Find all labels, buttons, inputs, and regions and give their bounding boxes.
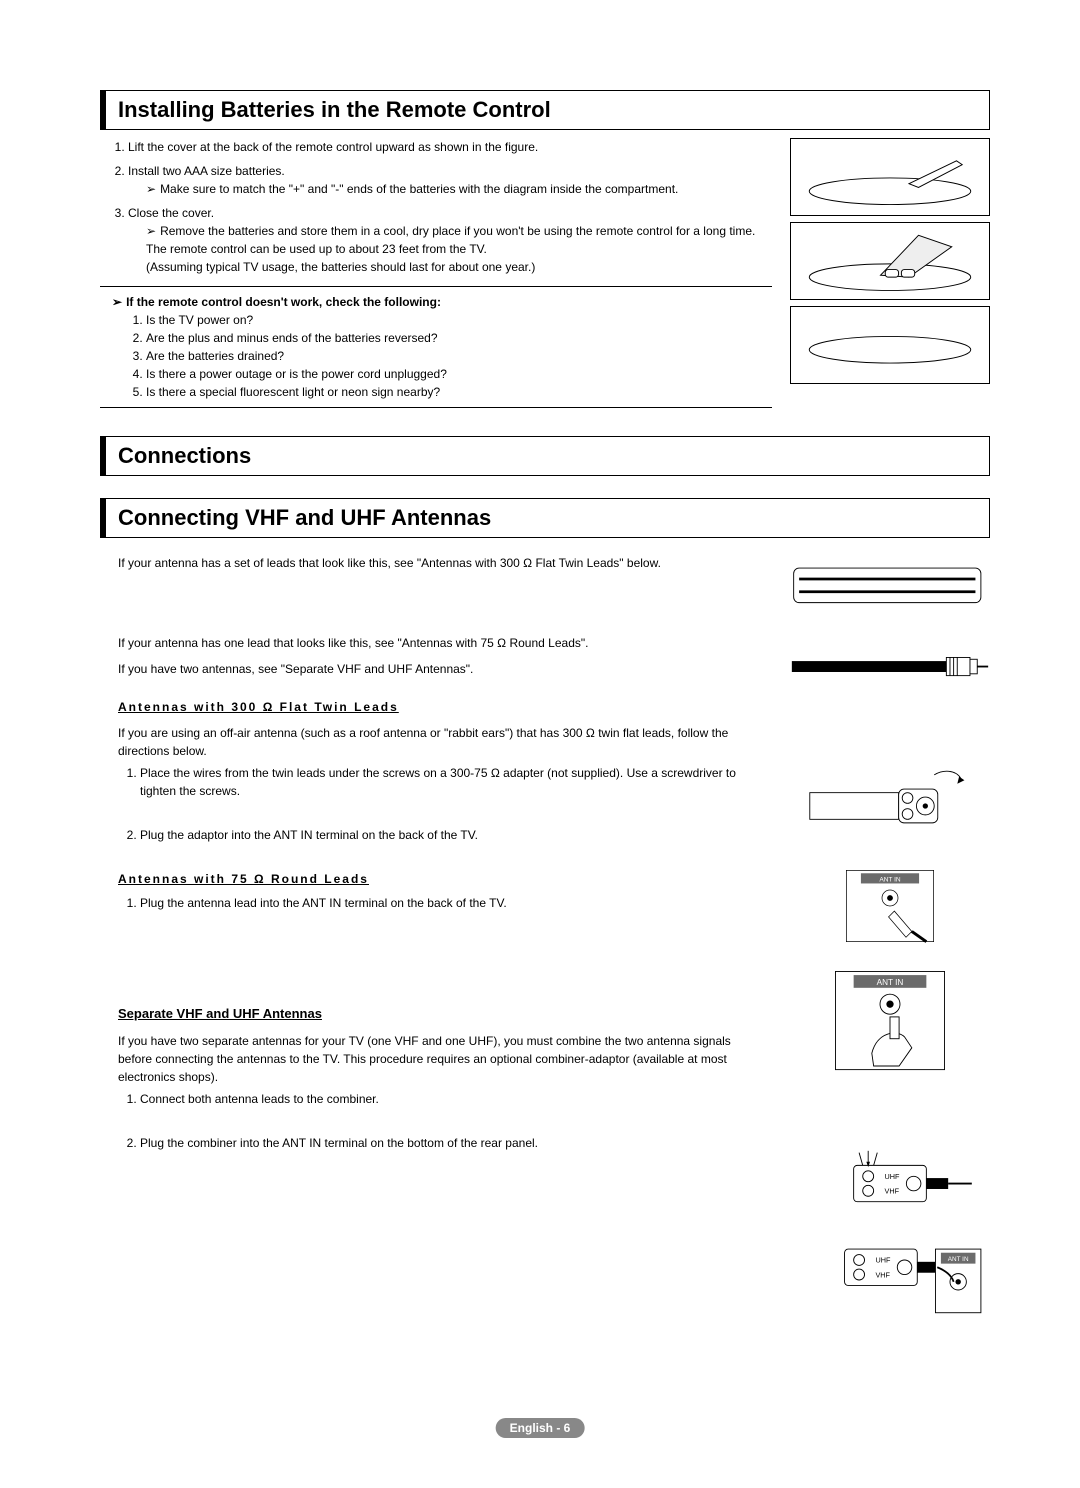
antenna-intro1: If your antenna has a set of leads that …: [118, 554, 752, 572]
fig-flat-lead: [790, 546, 990, 626]
subsep-step: Plug the combiner into the ANT IN termin…: [140, 1134, 752, 1152]
subhead-300: Antennas with 300 Ω Flat Twin Leads: [118, 698, 752, 716]
page-footer: English - 6: [496, 1418, 585, 1438]
step3-extra2: (Assuming typical TV usage, the batterie…: [128, 258, 772, 276]
ant-in-label: ANT IN: [879, 876, 901, 883]
step3: Close the cover.: [128, 206, 214, 220]
sub75-step: Plug the antenna lead into the ANT IN te…: [140, 894, 752, 912]
section-title-batteries: Installing Batteries in the Remote Contr…: [100, 90, 990, 130]
sub300-step: Place the wires from the twin leads unde…: [140, 764, 752, 800]
antenna-intro3: If you have two antennas, see "Separate …: [118, 660, 752, 678]
batteries-text: Lift the cover at the back of the remote…: [100, 138, 772, 408]
step3-sub: Remove the batteries and store them in a…: [128, 222, 772, 240]
antenna-intro2: If your antenna has one lead that looks …: [118, 634, 752, 652]
sub300-step: Plug the adaptor into the ANT IN termina…: [140, 826, 752, 844]
uhf-label: UHF: [885, 1172, 900, 1181]
subsep-step: Connect both antenna leads to the combin…: [140, 1090, 752, 1108]
fig-combiner: UHF VHF: [790, 1146, 990, 1216]
subhead-sep: Separate VHF and UHF Antennas: [118, 1004, 752, 1024]
vhf-label: VHF: [875, 1270, 890, 1279]
step1: Lift the cover at the back of the remote…: [128, 140, 538, 154]
subsep-intro: If you have two separate antennas for yo…: [118, 1032, 752, 1086]
antenna-illustrations: ANT IN ANT IN: [770, 546, 990, 1326]
fig-antin-300: ANT IN: [790, 866, 990, 946]
ant-in-label: ANT IN: [948, 1256, 969, 1263]
section-title-connections: Connections: [100, 436, 990, 476]
step2-sub: Make sure to match the "+" and "-" ends …: [128, 180, 772, 198]
step3-extra1: The remote control can be used up to abo…: [128, 240, 772, 258]
trouble-item: Are the batteries drained?: [146, 347, 770, 365]
section-title-antennas: Connecting VHF and UHF Antennas: [100, 498, 990, 538]
fig-round-lead: [790, 646, 990, 686]
remote-illus-1: [790, 138, 990, 216]
remote-illus-3: [790, 306, 990, 384]
trouble-heading: If the remote control doesn't work, chec…: [102, 293, 770, 311]
trouble-item: Is the TV power on?: [146, 311, 770, 329]
sub300-intro: If you are using an off-air antenna (suc…: [118, 724, 752, 760]
remote-illus-2: [790, 222, 990, 300]
batteries-illustrations: [790, 138, 990, 408]
uhf-label: UHF: [875, 1256, 890, 1265]
trouble-item: Is there a power outage or is the power …: [146, 365, 770, 383]
fig-combiner-antin: UHF VHF ANT IN: [790, 1236, 990, 1326]
trouble-item: Are the plus and minus ends of the batte…: [146, 329, 770, 347]
ant-in-label: ANT IN: [877, 979, 904, 988]
subhead-75: Antennas with 75 Ω Round Leads: [118, 870, 752, 888]
fig-adapter: [790, 766, 990, 846]
fig-antin-75: ANT IN: [790, 966, 990, 1076]
vhf-label: VHF: [885, 1187, 900, 1196]
step2: Install two AAA size batteries.: [128, 164, 285, 178]
trouble-item: Is there a special fluorescent light or …: [146, 383, 770, 401]
